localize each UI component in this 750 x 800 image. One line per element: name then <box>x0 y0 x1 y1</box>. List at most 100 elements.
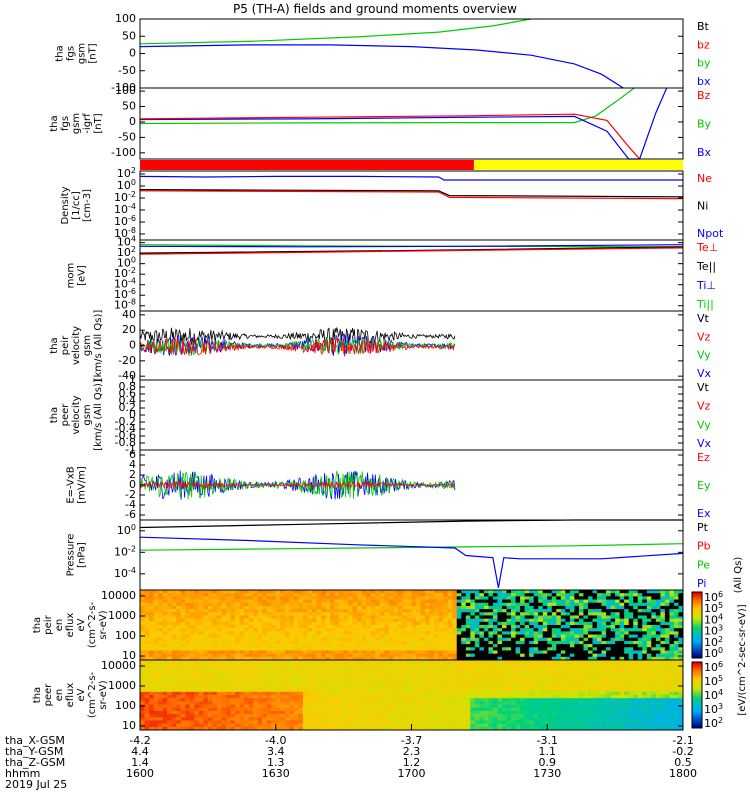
spectrogram-cell <box>189 618 195 623</box>
spectrogram-cell <box>497 615 503 619</box>
spectrogram-cell <box>171 723 177 728</box>
spectrogram-cell <box>325 666 331 670</box>
spectrogram-cell <box>162 707 168 712</box>
spectrogram-cell <box>293 695 299 699</box>
spectrogram-cell <box>180 596 186 600</box>
spectrogram-cell <box>140 590 145 594</box>
spectrogram-cell <box>628 634 634 639</box>
spectrogram-cell <box>361 628 367 632</box>
legend-entry-Bt: Bt <box>697 20 710 33</box>
spectrogram-cell <box>547 634 553 639</box>
spectrogram-cell <box>140 647 145 651</box>
spectrogram-cell <box>293 609 299 613</box>
spectrogram-cell <box>402 691 408 696</box>
spectrogram-cell <box>497 701 503 705</box>
spectrogram-cell <box>235 653 240 658</box>
spectrogram-cell <box>447 679 453 683</box>
spectrogram-cell <box>637 653 643 658</box>
spectrogram-cell <box>293 685 299 689</box>
colorbar-segment <box>692 651 702 654</box>
spectrogram-cell <box>524 695 530 699</box>
spectrogram-cell <box>366 663 372 667</box>
spectrogram-cell <box>479 660 485 664</box>
spectrogram-cell <box>248 707 254 712</box>
spectrogram-cell <box>180 669 186 674</box>
spectrogram-cell <box>587 618 593 623</box>
spectrogram-cell <box>149 695 154 699</box>
spectrogram-cell <box>194 688 200 693</box>
spectrogram-cell <box>497 660 503 664</box>
spectrogram-cell <box>402 593 408 597</box>
spectrogram-cell <box>280 615 286 619</box>
spectrogram-cell <box>587 593 593 597</box>
spectrogram-cell <box>262 669 268 674</box>
spectrogram-cell <box>402 685 408 689</box>
y-tick-label: -50 <box>118 130 136 143</box>
spectrogram-cell <box>610 612 616 616</box>
spectrogram-cell <box>289 726 295 731</box>
spectrogram-cell <box>207 707 213 712</box>
spectrogram-cell <box>456 675 462 680</box>
spectrogram-cell <box>284 704 290 709</box>
spectrogram-cell <box>443 590 449 594</box>
spectrogram-cell <box>330 726 335 731</box>
spectrogram-cell <box>162 723 168 728</box>
spectrogram-cell <box>176 720 182 724</box>
spectrogram-cell <box>402 707 408 712</box>
spectrogram-cell <box>388 723 394 728</box>
spectrogram-cell <box>678 650 684 654</box>
spectrogram-cell <box>207 675 213 680</box>
spectrogram-cell <box>402 653 408 658</box>
spectrogram-cell <box>203 628 209 632</box>
y-axis-label: [km/s (All Qs)] <box>93 310 104 382</box>
spectrogram-cell <box>149 660 154 664</box>
spectrogram-cell <box>366 698 372 702</box>
y-tick-label: 10-6 <box>114 214 136 229</box>
spectrogram-cell <box>257 669 263 674</box>
spectrogram-cell <box>474 602 480 607</box>
spectrogram-cell <box>266 596 272 600</box>
spectrogram-cell <box>610 615 616 619</box>
spectrogram-cell <box>140 631 145 635</box>
spectrogram-cell <box>574 650 580 654</box>
spectrogram-cell <box>375 634 381 639</box>
spectrogram-cell <box>311 602 317 607</box>
spectrogram-cell <box>162 717 168 721</box>
spectrogram-cell <box>520 644 525 648</box>
spectrogram-cell <box>578 656 584 661</box>
spectrogram-cell <box>239 701 245 705</box>
y-tick-label: 0 <box>129 408 136 421</box>
spectrogram-cell <box>189 679 195 683</box>
spectrogram-cell <box>158 710 163 715</box>
spectrogram-cell <box>646 612 652 616</box>
spectrogram-cell <box>592 593 598 597</box>
spectrogram-cell <box>592 618 598 623</box>
spectrogram-cell <box>578 609 584 613</box>
spectrogram-cell <box>239 695 245 699</box>
spectrogram-cell <box>352 723 358 728</box>
spectrogram-cell <box>216 672 222 677</box>
spectrogram-cell <box>198 672 204 677</box>
spectrogram-cell <box>642 653 648 658</box>
spectrogram-cell <box>524 650 530 654</box>
spectrogram-cell <box>262 628 268 632</box>
spectrogram-cell <box>470 701 476 705</box>
spectrogram-cell <box>361 660 367 664</box>
spectrogram-cell <box>397 726 403 731</box>
spectrogram-cell <box>334 679 340 683</box>
spectrogram-cell <box>456 701 462 705</box>
spectrogram-cell <box>461 590 467 594</box>
spectrogram-cell <box>375 653 381 658</box>
spectrogram-cell <box>384 675 390 680</box>
spectrogram-cell <box>533 701 539 705</box>
spectrogram-cell <box>253 675 258 680</box>
spectrogram-cell <box>253 647 258 651</box>
spectrogram-cell <box>438 710 444 715</box>
spectrogram-cell <box>660 640 666 645</box>
spectrogram-cell <box>321 688 326 693</box>
spectrogram-cell <box>601 650 607 654</box>
spectrogram-cell <box>366 710 372 715</box>
spectrogram-cell <box>289 685 295 689</box>
spectrogram-cell <box>443 637 449 642</box>
spectrogram-cell <box>655 647 661 651</box>
